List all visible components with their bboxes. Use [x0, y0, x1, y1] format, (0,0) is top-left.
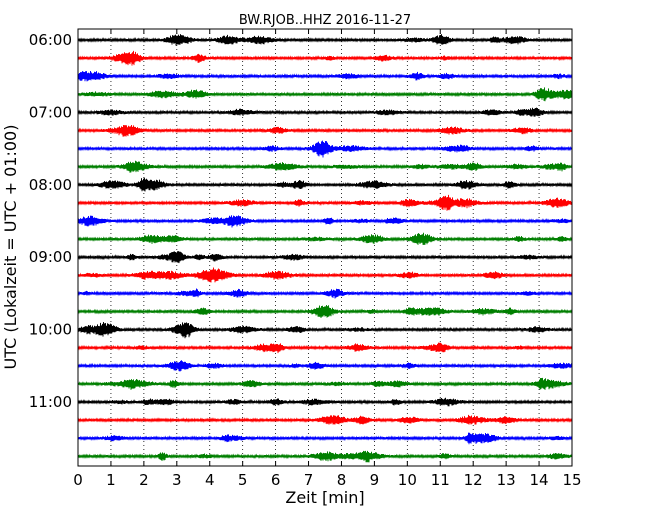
trace-3: [77, 87, 573, 102]
y-tick-label: 10:00: [29, 321, 72, 339]
trace-17: [77, 342, 573, 354]
trace-23: [77, 450, 573, 463]
trace-6: [77, 140, 573, 158]
x-axis-ticks: 0 1 2 3 4 5 6 7 8 9 10 11 12 13 14 15: [73, 29, 582, 489]
trace-9: [77, 194, 573, 211]
x-tick-label: 12: [464, 471, 483, 489]
plot-frame: [77, 28, 573, 467]
y-axis-label: UTC (Lokalzeit = UTC + 01:00): [1, 125, 20, 370]
trace-19: [77, 377, 573, 390]
x-tick-label: 4: [205, 471, 215, 489]
trace-15: [77, 305, 573, 318]
trace-4: [77, 107, 573, 117]
y-axis-ticks: 06:00 07:00 08:00 09:00 10:00 11:00: [29, 31, 572, 411]
x-tick-label: 13: [497, 471, 516, 489]
x-tick-label: 1: [106, 471, 116, 489]
seismic-traces: [77, 34, 573, 463]
trace-22: [77, 432, 573, 445]
trace-16: [77, 322, 573, 339]
trace-18: [77, 360, 573, 372]
y-tick-label: 11:00: [29, 393, 72, 411]
y-tick-label: 09:00: [29, 248, 72, 266]
trace-11: [77, 232, 573, 245]
y-tick-label: 07:00: [29, 103, 72, 121]
x-tick-label: 11: [431, 471, 450, 489]
x-tick-label: 9: [370, 471, 380, 489]
trace-21: [77, 414, 573, 425]
chart-title: BW.RJOB..HHZ 2016-11-27: [239, 13, 411, 28]
trace-10: [77, 215, 573, 228]
trace-5: [77, 125, 573, 137]
trace-20: [77, 397, 573, 407]
x-tick-label: 6: [271, 471, 281, 489]
trace-8: [77, 177, 573, 192]
y-tick-label: 08:00: [29, 176, 72, 194]
trace-14: [77, 288, 573, 299]
x-tick-label: 10: [398, 471, 417, 489]
x-tick-label: 2: [139, 471, 149, 489]
x-tick-label: 5: [238, 471, 248, 489]
y-tick-label: 06:00: [29, 31, 72, 49]
x-tick-label: 8: [337, 471, 347, 489]
x-axis-label: Zeit [min]: [285, 488, 364, 507]
x-tick-label: 0: [73, 471, 83, 489]
x-tick-label: 14: [530, 471, 549, 489]
trace-7: [77, 160, 573, 173]
trace-13: [77, 267, 573, 283]
vertical-grid: [110, 29, 540, 466]
trace-12: [77, 251, 573, 264]
trace-2: [77, 70, 573, 82]
trace-1: [77, 50, 573, 66]
x-tick-label: 15: [562, 471, 581, 489]
x-tick-label: 7: [304, 471, 314, 489]
x-tick-label: 3: [172, 471, 182, 489]
trace-0: [77, 34, 573, 46]
